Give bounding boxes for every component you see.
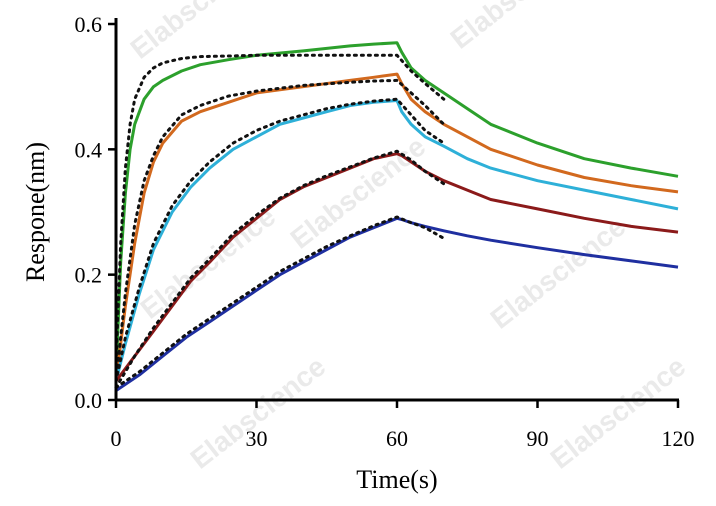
x-axis-title: Time(s) xyxy=(356,465,437,494)
x-tick-label: 120 xyxy=(662,426,695,451)
watermark-text: Elabscience xyxy=(185,351,332,475)
y-tick-label: 0.0 xyxy=(75,388,103,413)
ticks-layer: 0 30 60 90 120 0.0 0.2 0.4 0.6 xyxy=(75,12,695,451)
fit-curve-7 xyxy=(114,97,446,383)
y-tick-label: 0.4 xyxy=(75,137,103,162)
watermark-text: Elabscience xyxy=(285,131,432,255)
watermark-text: Elabscience xyxy=(545,351,692,475)
x-tick-label: 30 xyxy=(246,426,268,451)
fit-curve-9 xyxy=(114,215,446,389)
watermark-text: Elabscience xyxy=(445,0,592,55)
x-tick-label: 0 xyxy=(111,426,122,451)
response-curve-1 xyxy=(114,72,679,382)
watermark-layer: Elabscience Elabscience Elabscience Elabsci… xyxy=(125,0,692,475)
fit-curve-5 xyxy=(114,53,446,364)
watermark-text: Elabscience xyxy=(485,211,632,335)
y-tick-label: 0.6 xyxy=(75,12,103,37)
response-curve-0 xyxy=(114,41,679,375)
response-curve-4 xyxy=(115,216,679,392)
response-curve-2 xyxy=(114,99,679,382)
fit-curve-6 xyxy=(114,78,446,383)
fit-curve-8 xyxy=(114,149,446,389)
x-tick-label: 90 xyxy=(527,426,549,451)
series-layer xyxy=(114,41,679,392)
y-tick-label: 0.2 xyxy=(75,263,103,288)
x-tick-label: 60 xyxy=(386,426,408,451)
y-axis-title: Respone(nm) xyxy=(21,142,50,282)
